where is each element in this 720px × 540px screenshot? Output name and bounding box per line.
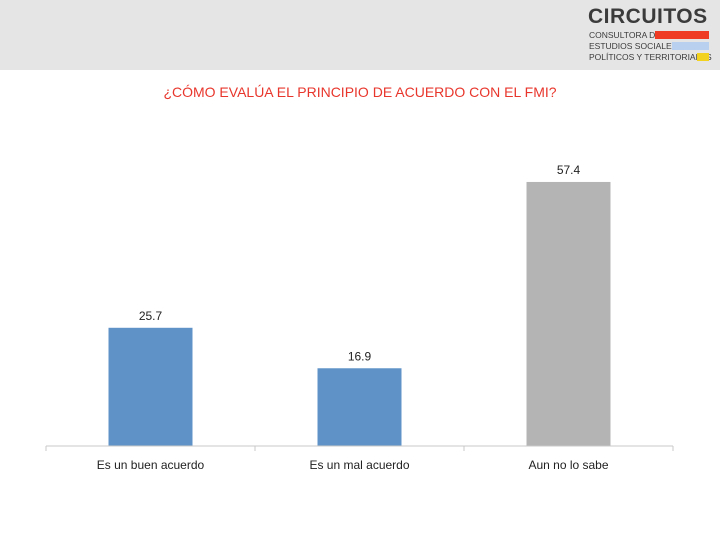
bar-0 (108, 327, 193, 446)
brand-line-3: POLÍTICOS Y TERRITORIALES (589, 52, 712, 62)
brand-bar-yellow (697, 53, 709, 61)
bar-2 (526, 181, 611, 446)
brand-line-1: CONSULTORA DE (589, 30, 661, 40)
category-label-1: Es un mal acuerdo (309, 458, 409, 472)
brand-line-2: ESTUDIOS SOCIALES, (589, 41, 680, 51)
value-label-0: 25.7 (139, 309, 163, 323)
value-label-2: 57.4 (557, 163, 581, 177)
brand-name: CIRCUITOS (588, 5, 708, 28)
brand-logo: CIRCUITOS CONSULTORA DE ESTUDIOS SOCIALE… (588, 6, 712, 64)
category-label-2: Aun no lo sabe (528, 458, 608, 472)
header-band (0, 0, 720, 70)
chart-title: ¿CÓMO EVALÚA EL PRINCIPIO DE ACUERDO CON… (163, 84, 557, 100)
brand-bar-red (655, 31, 709, 39)
bar-1 (317, 368, 402, 446)
value-label-1: 16.9 (348, 349, 372, 363)
category-label-0: Es un buen acuerdo (97, 458, 205, 472)
brand-bar-blue (672, 42, 709, 50)
